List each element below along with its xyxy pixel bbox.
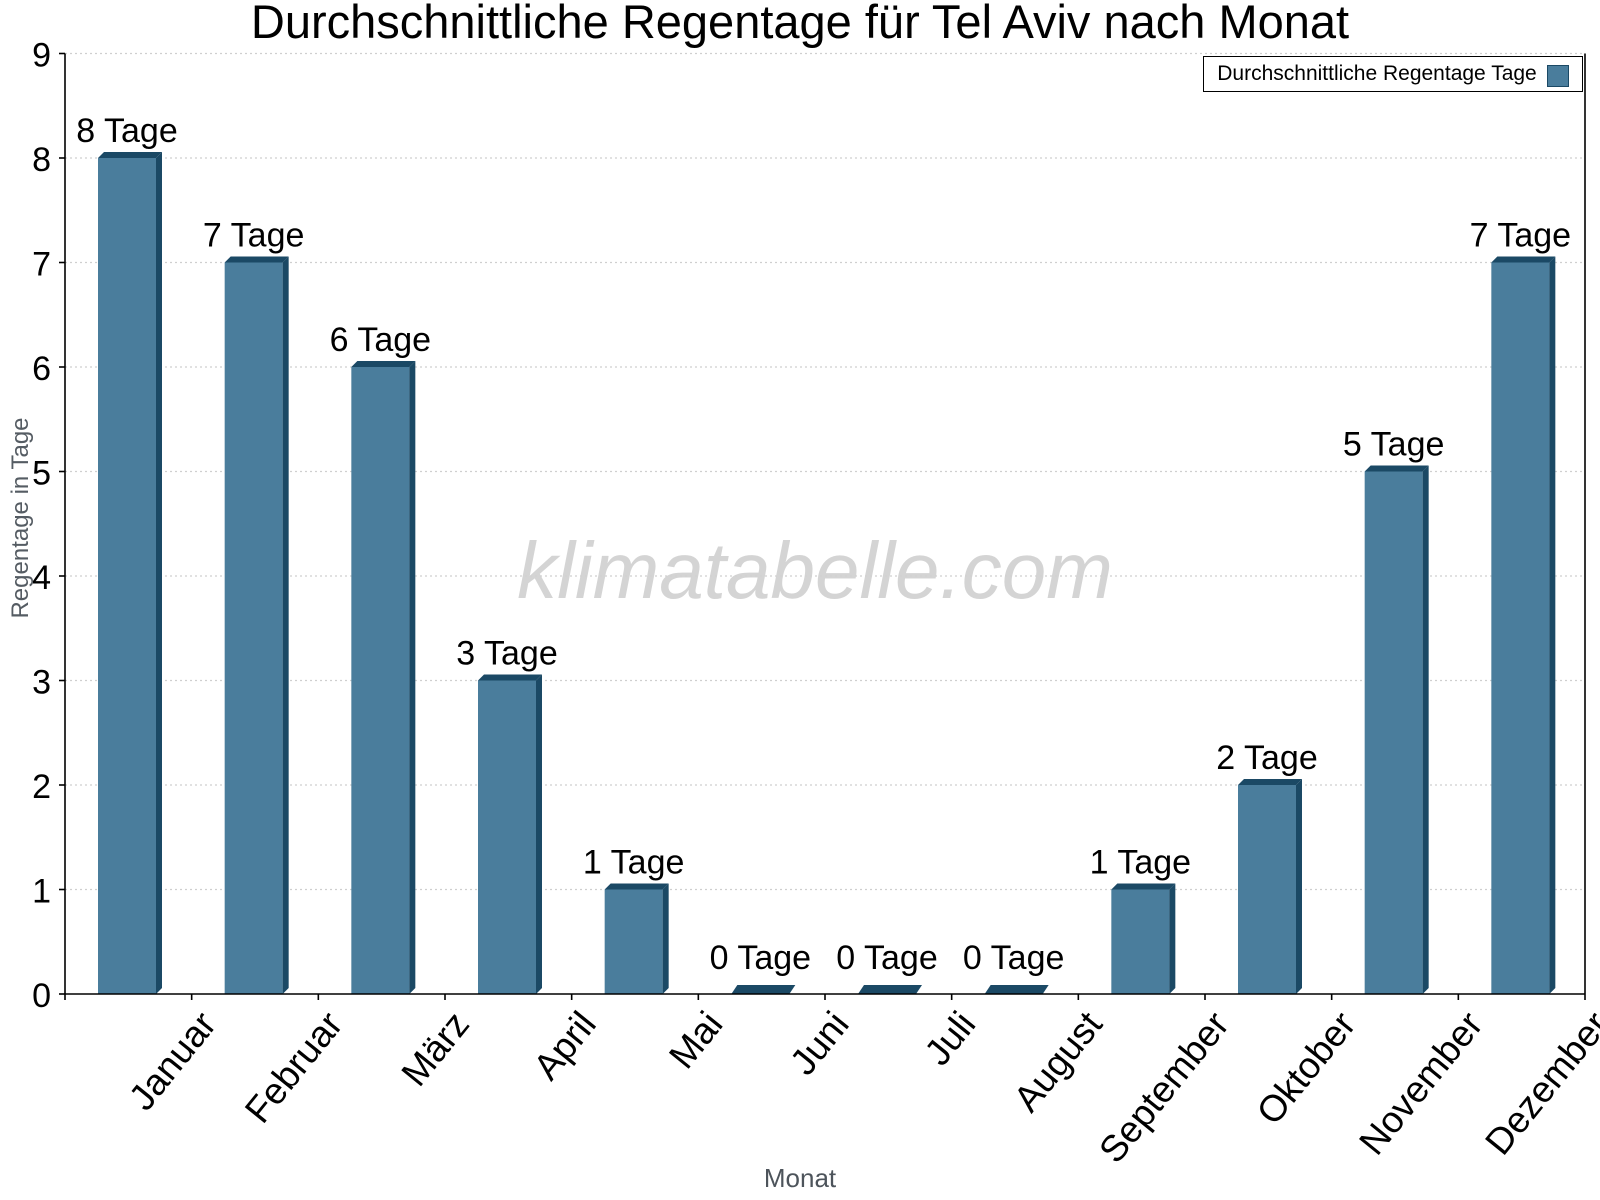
svg-text:0 Tage: 0 Tage — [963, 939, 1064, 977]
svg-text:1: 1 — [32, 873, 51, 911]
svg-text:8 Tage: 8 Tage — [76, 112, 177, 150]
svg-text:2 Tage: 2 Tage — [1216, 739, 1317, 777]
svg-text:8: 8 — [32, 141, 51, 179]
svg-text:0: 0 — [32, 977, 51, 1015]
svg-text:7 Tage: 7 Tage — [203, 217, 304, 255]
svg-text:3: 3 — [32, 664, 51, 702]
svg-text:1 Tage: 1 Tage — [583, 844, 684, 882]
svg-text:0 Tage: 0 Tage — [710, 939, 811, 977]
svg-text:klimatabelle.com: klimatabelle.com — [517, 526, 1113, 615]
svg-text:6: 6 — [32, 350, 51, 388]
svg-text:3 Tage: 3 Tage — [456, 635, 557, 673]
svg-text:2: 2 — [32, 768, 51, 806]
svg-text:7: 7 — [32, 246, 51, 284]
svg-text:5 Tage: 5 Tage — [1343, 426, 1444, 464]
svg-text:1 Tage: 1 Tage — [1090, 844, 1191, 882]
svg-text:7 Tage: 7 Tage — [1470, 217, 1571, 255]
svg-text:6 Tage: 6 Tage — [330, 321, 431, 359]
svg-text:0 Tage: 0 Tage — [836, 939, 937, 977]
